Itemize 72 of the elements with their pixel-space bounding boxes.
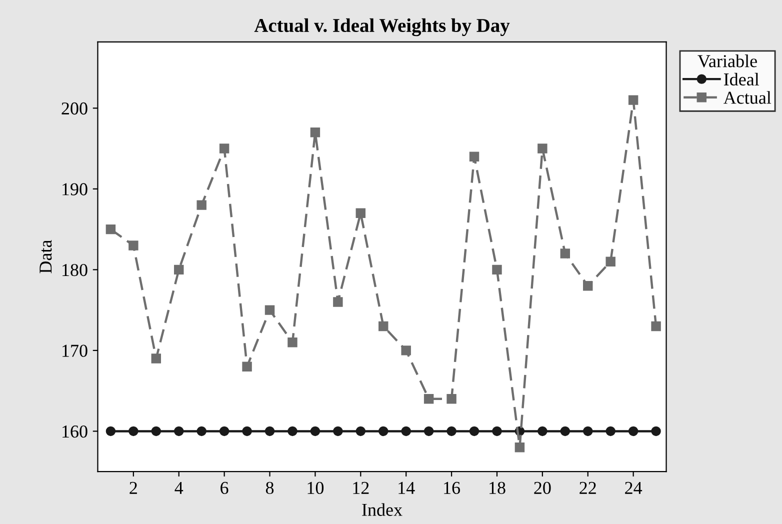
y-tick-label: 190 (62, 183, 88, 196)
x-tick-label: 14 (398, 482, 415, 494)
legend-label: Actual (723, 91, 772, 104)
point (538, 144, 548, 154)
point (583, 426, 593, 436)
point (560, 248, 570, 258)
point (288, 426, 298, 436)
y-tick-label: 180 (62, 264, 88, 276)
point (606, 256, 616, 266)
x-tick-label: 24 (625, 482, 642, 494)
x-tick-label: 18 (490, 482, 506, 494)
point (469, 152, 480, 162)
point (310, 128, 320, 138)
point (196, 200, 206, 210)
x-tick-label: 10 (308, 482, 324, 494)
y-tick-label: 170 (62, 344, 88, 357)
x-tick-label: 4 (174, 482, 184, 494)
point (560, 426, 570, 436)
point (446, 426, 456, 436)
point (333, 297, 343, 307)
point (264, 305, 275, 315)
point (356, 426, 366, 436)
point (128, 240, 138, 250)
point (651, 321, 661, 332)
point (538, 426, 548, 436)
point (628, 426, 638, 436)
point (628, 95, 638, 105)
x-tick-label: 2 (130, 482, 137, 494)
point (219, 426, 230, 436)
y-axis-title: Data (40, 240, 52, 274)
point (492, 426, 502, 436)
x-tick-label: 8 (266, 482, 274, 494)
point (174, 426, 184, 436)
point (401, 426, 411, 436)
point (514, 442, 525, 452)
chart-title: Actual v. Ideal Weights by Day (254, 18, 510, 36)
point (583, 280, 593, 291)
x-axis-title: Index (362, 503, 402, 516)
point (446, 394, 456, 404)
y-tick-label: 160 (62, 425, 88, 438)
point (310, 426, 320, 436)
point (264, 426, 275, 436)
point (151, 354, 162, 364)
point (606, 426, 616, 436)
point (288, 338, 298, 348)
point (424, 394, 434, 404)
point (196, 426, 206, 436)
point (333, 426, 343, 436)
point (106, 426, 116, 436)
x-tick-label: 20 (534, 482, 551, 494)
point (492, 264, 502, 275)
point (651, 426, 661, 436)
point (106, 224, 116, 234)
point (242, 362, 252, 372)
x-tick-label: 12 (353, 482, 369, 494)
point (174, 264, 184, 275)
x-tick-label: 22 (580, 482, 596, 494)
point (424, 426, 434, 436)
legend-title: Variable (698, 54, 757, 68)
point (378, 321, 388, 332)
point (242, 426, 252, 436)
point (356, 208, 366, 218)
y-tick-label: 200 (62, 102, 88, 115)
point (469, 426, 480, 436)
point (219, 144, 230, 154)
point (151, 426, 162, 436)
point (128, 426, 138, 436)
x-tick-label: 6 (220, 482, 228, 494)
legend-label: Ideal (724, 72, 760, 86)
point (378, 426, 388, 436)
point (401, 346, 411, 356)
x-tick-label: 16 (444, 482, 460, 494)
